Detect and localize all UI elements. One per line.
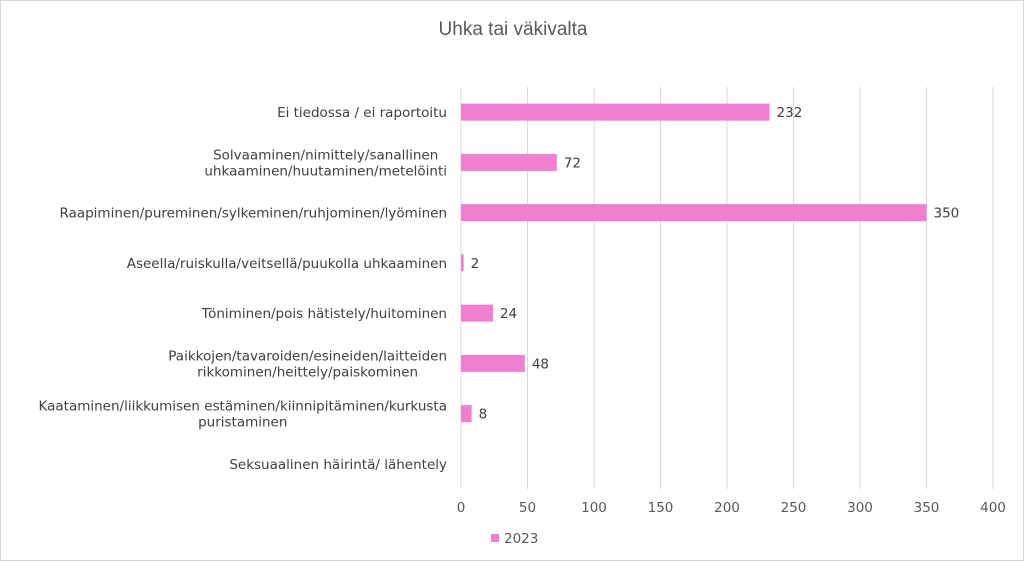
gridlines	[460, 87, 994, 489]
x-tick-label: 400	[980, 500, 1006, 516]
category-label-line: rikkominen/heittely/paiskominen	[197, 364, 418, 380]
bar	[461, 103, 770, 121]
bar	[461, 153, 557, 171]
category-label-line: uhkaaminen/huutaminen/metelöinti	[204, 163, 447, 179]
data-label: 48	[532, 356, 549, 372]
x-tick-label: 350	[914, 500, 940, 516]
category-label-line: Raapiminen/pureminen/sylkeminen/ruhjomin…	[59, 206, 447, 222]
chart-title: Uhka tai väkivalta	[439, 19, 588, 40]
data-label: 8	[479, 407, 488, 423]
category-label-line: Töniminen/pois hätistely/huitominen	[201, 306, 447, 322]
legend-label: 2023	[504, 531, 538, 547]
category-label-line: Solvaaminen/nimittely/sanallinen	[213, 147, 438, 163]
bars	[461, 103, 927, 423]
category-labels: Ei tiedossa / ei raportoitu Solvaaminen/n…	[39, 105, 448, 473]
bar	[461, 254, 464, 272]
category-label-line: Kaataminen/liikkumisen estäminen/kiinnip…	[39, 399, 448, 415]
legend-swatch	[491, 534, 499, 542]
x-tick-label: 100	[581, 500, 607, 516]
bar	[461, 204, 927, 222]
category-label-line: puristaminen	[198, 415, 287, 431]
data-label: 232	[777, 105, 803, 121]
x-tick-label: 200	[714, 500, 740, 516]
category-label: Ei tiedossa / ei raportoitu	[277, 105, 447, 121]
data-labels: 232 72 350 2 24 48 8	[471, 105, 960, 423]
x-tick-label: 0	[457, 500, 466, 516]
category-label-line: Aseella/ruiskulla/veitsellä/puukolla uhk…	[127, 256, 447, 272]
bar	[461, 405, 472, 423]
x-tick-label: 250	[781, 500, 807, 516]
x-tick-label: 150	[648, 500, 674, 516]
category-label: Töniminen/pois hätistely/huitominen	[201, 306, 447, 322]
data-label: 24	[500, 306, 517, 322]
x-tick-label: 50	[519, 500, 536, 516]
data-label: 2	[471, 256, 480, 272]
bar	[461, 354, 525, 372]
category-label: Raapiminen/pureminen/sylkeminen/ruhjomin…	[59, 206, 447, 222]
category-label: Seksuaalinen häirintä/ lähentely	[229, 457, 447, 473]
x-axis-ticks: 0 50 100 150 200 250 300 350 400	[457, 500, 1006, 516]
legend: 2023	[491, 531, 538, 547]
x-tick-label: 300	[847, 500, 873, 516]
data-label: 350	[934, 206, 960, 222]
category-label-line: Ei tiedossa / ei raportoitu	[277, 105, 447, 121]
category-label-line: Paikkojen/tavaroiden/esineiden/laitteide…	[168, 348, 447, 364]
category-label: Paikkojen/tavaroiden/esineiden/laitteide…	[168, 348, 447, 380]
category-label: Kaataminen/liikkumisen estäminen/kiinnip…	[39, 399, 448, 431]
category-label: Solvaaminen/nimittely/sanallinen uhkaamin…	[204, 147, 447, 179]
category-label: Aseella/ruiskulla/veitsellä/puukolla uhk…	[127, 256, 447, 272]
category-label-line: Seksuaalinen häirintä/ lähentely	[229, 457, 447, 473]
data-label: 72	[564, 155, 581, 171]
bar	[461, 304, 493, 322]
